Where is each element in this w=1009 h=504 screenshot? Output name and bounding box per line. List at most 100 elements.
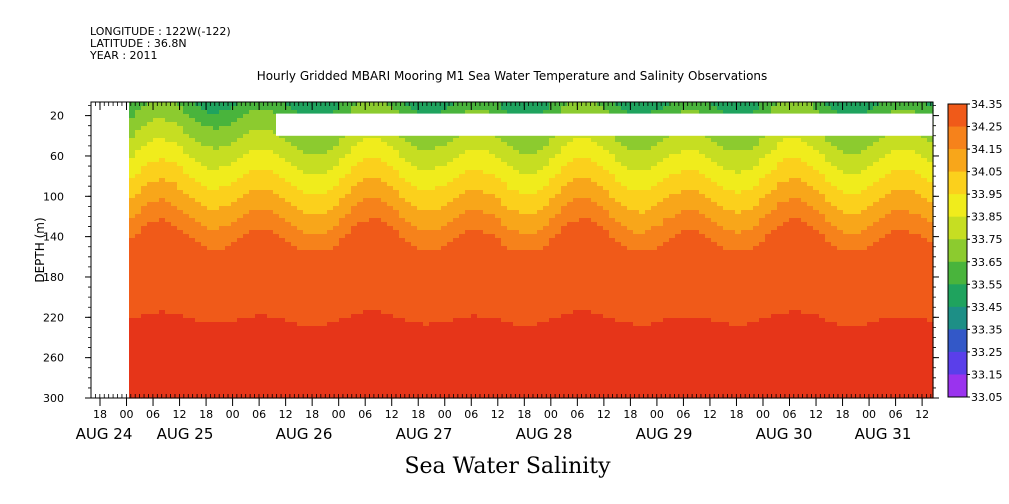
heatmap-cell [345,194,352,199]
heatmap-cell [171,134,178,139]
heatmap-cell [303,266,310,271]
heatmap-cell [207,350,214,355]
heatmap-cell [339,358,346,363]
heatmap-cell [291,274,298,279]
heatmap-cell [195,130,202,135]
heatmap-cell [267,210,274,215]
heatmap-cell [261,250,268,255]
heatmap-cell [447,258,454,263]
heatmap-cell [387,158,394,163]
heatmap-cell [363,362,370,367]
heatmap-cell [411,270,418,275]
heatmap-cell [405,166,412,171]
heatmap-cell [291,142,298,147]
heatmap-cell [339,346,346,351]
heatmap-cell [183,362,190,367]
heatmap-cell [411,242,418,247]
heatmap-cell [327,290,334,295]
heatmap-cell [285,262,292,267]
heatmap-cell [441,350,448,355]
heatmap-cell [465,374,472,379]
heatmap-cell [153,366,160,371]
heatmap-cell [351,338,358,343]
heatmap-cell [285,102,292,107]
heatmap-cell [345,334,352,339]
heatmap-cell [513,258,520,263]
heatmap-cell [345,202,352,207]
heatmap-cell [207,138,214,143]
heatmap-cell [165,346,172,351]
heatmap-cell [303,370,310,375]
heatmap-cell [369,158,376,163]
heatmap-cell [183,194,190,199]
heatmap-cell [267,318,274,323]
heatmap-cell [351,314,358,319]
heatmap-cell [369,278,376,283]
heatmap-cell [465,146,472,151]
heatmap-cell [405,346,412,351]
heatmap-cell [213,114,220,119]
heatmap-cell [501,374,508,379]
heatmap-cell [519,246,526,251]
heatmap-cell [351,390,358,395]
heatmap-cell [225,378,232,383]
heatmap-cell [357,338,364,343]
heatmap-cell [411,282,418,287]
heatmap-cell [429,354,436,359]
heatmap-cell [417,218,424,223]
heatmap-cell [195,322,202,327]
heatmap-cell [477,330,484,335]
heatmap-cell [501,190,508,195]
heatmap-cell [423,238,430,243]
heatmap-cell [435,294,442,299]
heatmap-cell [237,326,244,331]
heatmap-cell [177,166,184,171]
heatmap-cell [387,134,394,139]
heatmap-cell [333,386,340,391]
heatmap-cell [231,286,238,291]
heatmap-cell [243,386,250,391]
heatmap-cell [321,110,328,115]
heatmap-cell [405,366,412,371]
heatmap-cell [441,342,448,347]
heatmap-cell [435,266,442,271]
heatmap-cell [429,318,436,323]
heatmap-cell [507,170,514,175]
heatmap-cell [135,238,142,243]
heatmap-cell [255,358,262,363]
heatmap-cell [183,134,190,139]
heatmap-cell [375,246,382,251]
heatmap-cell [417,206,424,211]
heatmap-cell [231,246,238,251]
heatmap-cell [333,318,340,323]
heatmap-cell [135,306,142,311]
heatmap-cell [267,174,274,179]
heatmap-cell [159,394,166,399]
heatmap-cell [507,146,514,151]
heatmap-cell [465,342,472,347]
heatmap-cell [237,322,244,327]
heatmap-cell [405,330,412,335]
heatmap-cell [465,250,472,255]
heatmap-cell [285,346,292,351]
heatmap-cell [375,298,382,303]
heatmap-cell [465,178,472,183]
heatmap-cell [249,234,256,239]
heatmap-cell [417,110,424,115]
heatmap-cell [321,238,328,243]
heatmap-cell [159,126,166,131]
heatmap-cell [231,122,238,127]
heatmap-cell [483,142,490,147]
heatmap-cell [363,154,370,159]
heatmap-cell [423,190,430,195]
heatmap-cell [153,370,160,375]
heatmap-cell [201,230,208,235]
heatmap-cell [243,258,250,263]
heatmap-cell [345,358,352,363]
heatmap-cell [465,302,472,307]
heatmap-cell [315,258,322,263]
heatmap-cell [321,218,328,223]
heatmap-cell [231,354,238,359]
heatmap-cell [309,294,316,299]
heatmap-cell [423,214,430,219]
